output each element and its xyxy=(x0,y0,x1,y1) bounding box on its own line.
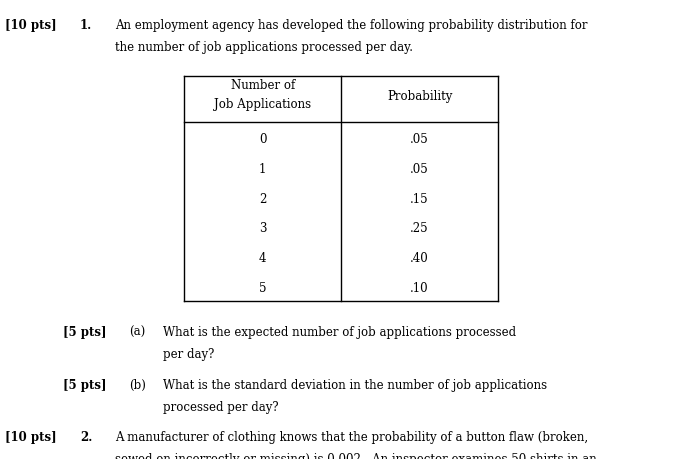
Text: [10 pts]: [10 pts] xyxy=(5,19,56,32)
Text: processed per day?: processed per day? xyxy=(163,401,279,414)
Text: 2.: 2. xyxy=(80,431,92,444)
Text: per day?: per day? xyxy=(163,348,214,361)
Text: Number of: Number of xyxy=(231,79,295,92)
Text: .15: .15 xyxy=(410,193,429,206)
Text: [10 pts]: [10 pts] xyxy=(5,431,56,444)
Text: [5 pts]: [5 pts] xyxy=(63,379,106,392)
Text: .25: .25 xyxy=(410,223,429,235)
Text: What is the standard deviation in the number of job applications: What is the standard deviation in the nu… xyxy=(163,379,547,392)
Text: (a): (a) xyxy=(129,326,145,339)
Text: 0: 0 xyxy=(259,133,266,146)
Text: (b): (b) xyxy=(129,379,146,392)
Text: A manufacturer of clothing knows that the probability of a button flaw (broken,: A manufacturer of clothing knows that th… xyxy=(115,431,589,444)
Text: 1: 1 xyxy=(259,163,266,176)
Text: 4: 4 xyxy=(259,252,266,265)
Text: 5: 5 xyxy=(259,282,266,295)
Text: Job Applications: Job Applications xyxy=(214,98,311,111)
Text: sewed on incorrectly or missing) is 0.002.  An inspector examines 50 shirts in a: sewed on incorrectly or missing) is 0.00… xyxy=(115,453,597,459)
Text: [5 pts]: [5 pts] xyxy=(63,326,106,339)
Text: .10: .10 xyxy=(410,282,429,295)
Text: the number of job applications processed per day.: the number of job applications processed… xyxy=(115,41,414,54)
Text: 2: 2 xyxy=(259,193,266,206)
Text: .40: .40 xyxy=(410,252,429,265)
Text: .05: .05 xyxy=(410,133,429,146)
Text: An employment agency has developed the following probability distribution for: An employment agency has developed the f… xyxy=(115,19,588,32)
Text: Probability: Probability xyxy=(387,90,452,102)
Text: 3: 3 xyxy=(259,223,266,235)
Text: 1.: 1. xyxy=(80,19,92,32)
Text: .05: .05 xyxy=(410,163,429,176)
Text: What is the expected number of job applications processed: What is the expected number of job appli… xyxy=(163,326,516,339)
